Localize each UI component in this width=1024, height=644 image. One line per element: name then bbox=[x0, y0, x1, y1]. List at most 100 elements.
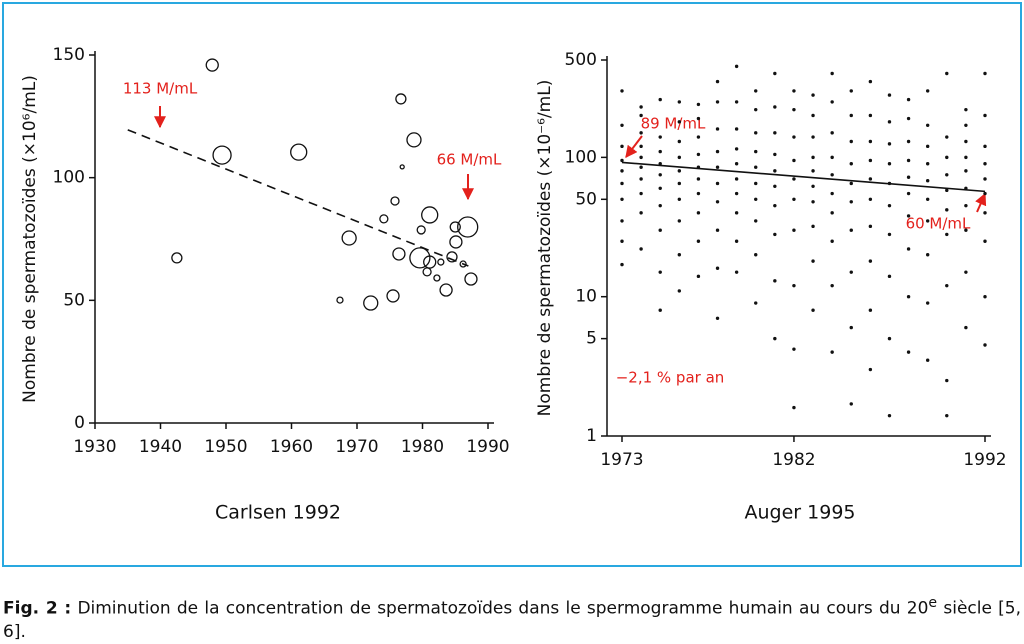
point bbox=[945, 208, 949, 212]
point bbox=[658, 228, 662, 232]
point bbox=[964, 228, 968, 232]
point bbox=[887, 232, 892, 237]
point bbox=[925, 162, 930, 166]
bubble bbox=[437, 258, 445, 266]
x-tick-label: 1990 bbox=[466, 437, 509, 457]
point bbox=[620, 219, 624, 223]
point bbox=[792, 347, 796, 351]
point bbox=[887, 162, 892, 166]
point bbox=[754, 301, 758, 305]
point bbox=[906, 294, 911, 299]
point bbox=[906, 214, 911, 218]
point bbox=[830, 191, 834, 196]
bubble bbox=[395, 93, 407, 105]
point bbox=[906, 116, 911, 121]
point bbox=[754, 197, 758, 202]
point bbox=[906, 191, 911, 196]
bubble bbox=[459, 260, 467, 268]
y-tick-label: 50 bbox=[63, 290, 85, 310]
point bbox=[677, 197, 682, 202]
point bbox=[658, 270, 662, 274]
point bbox=[811, 155, 815, 160]
point bbox=[677, 139, 682, 144]
point bbox=[639, 131, 643, 135]
bubble bbox=[392, 247, 406, 261]
point bbox=[773, 203, 777, 208]
point bbox=[830, 100, 834, 104]
point bbox=[715, 149, 720, 154]
point bbox=[811, 93, 815, 97]
point bbox=[925, 179, 930, 183]
trend-line bbox=[621, 161, 986, 193]
point bbox=[983, 162, 987, 166]
point bbox=[773, 184, 777, 188]
bubble bbox=[399, 164, 405, 170]
bubble bbox=[406, 132, 422, 148]
y-tick-label: 500 bbox=[565, 50, 597, 70]
point bbox=[658, 149, 662, 154]
point bbox=[658, 135, 662, 139]
point bbox=[639, 105, 643, 109]
bubble bbox=[423, 255, 437, 269]
point bbox=[811, 200, 815, 204]
caption-label: Fig. 2 : bbox=[3, 598, 72, 619]
point bbox=[830, 173, 834, 177]
point bbox=[734, 191, 739, 196]
point bbox=[754, 89, 758, 93]
point bbox=[945, 378, 949, 383]
point bbox=[906, 175, 911, 179]
point bbox=[868, 158, 873, 163]
point bbox=[887, 120, 892, 124]
point bbox=[792, 158, 796, 163]
point bbox=[773, 232, 777, 237]
x-tick-label: 1980 bbox=[401, 437, 444, 457]
caption-text: Diminution de la concentration de sperma… bbox=[77, 598, 929, 619]
point bbox=[773, 152, 777, 157]
point bbox=[658, 186, 662, 190]
bubble bbox=[386, 289, 400, 303]
point bbox=[849, 139, 853, 144]
y-tick-label: 100 bbox=[565, 147, 597, 167]
point bbox=[696, 239, 701, 243]
point bbox=[773, 71, 777, 76]
x-tick-label: 1992 bbox=[963, 450, 1006, 470]
point bbox=[983, 211, 987, 215]
point bbox=[639, 247, 643, 251]
point bbox=[945, 232, 949, 237]
point bbox=[964, 123, 968, 127]
point bbox=[620, 197, 624, 202]
point bbox=[715, 266, 720, 270]
point bbox=[964, 139, 968, 144]
point bbox=[773, 105, 777, 109]
point bbox=[830, 239, 834, 243]
point bbox=[620, 169, 624, 173]
bubble bbox=[449, 235, 463, 249]
point bbox=[983, 71, 987, 76]
point bbox=[754, 149, 758, 154]
point bbox=[830, 155, 834, 160]
point bbox=[868, 79, 873, 84]
point bbox=[639, 165, 643, 169]
point bbox=[715, 200, 720, 204]
point bbox=[849, 200, 853, 204]
point bbox=[620, 239, 624, 243]
bubble bbox=[290, 143, 308, 161]
bubble bbox=[379, 214, 389, 224]
point bbox=[792, 107, 796, 112]
annotation: 66 M/mL bbox=[437, 151, 502, 169]
caption-text: siècle [5, 6]. bbox=[3, 598, 1022, 642]
point bbox=[696, 191, 701, 196]
point bbox=[906, 247, 911, 251]
point bbox=[792, 283, 796, 288]
point bbox=[715, 127, 720, 131]
bubble bbox=[212, 145, 232, 165]
point bbox=[677, 289, 682, 293]
point bbox=[658, 203, 662, 208]
annotation: −2,1 % par an bbox=[616, 369, 725, 387]
y-tick-label: 100 bbox=[53, 168, 85, 188]
point bbox=[983, 177, 987, 181]
point bbox=[887, 93, 892, 97]
point bbox=[715, 165, 720, 169]
point bbox=[964, 203, 968, 208]
